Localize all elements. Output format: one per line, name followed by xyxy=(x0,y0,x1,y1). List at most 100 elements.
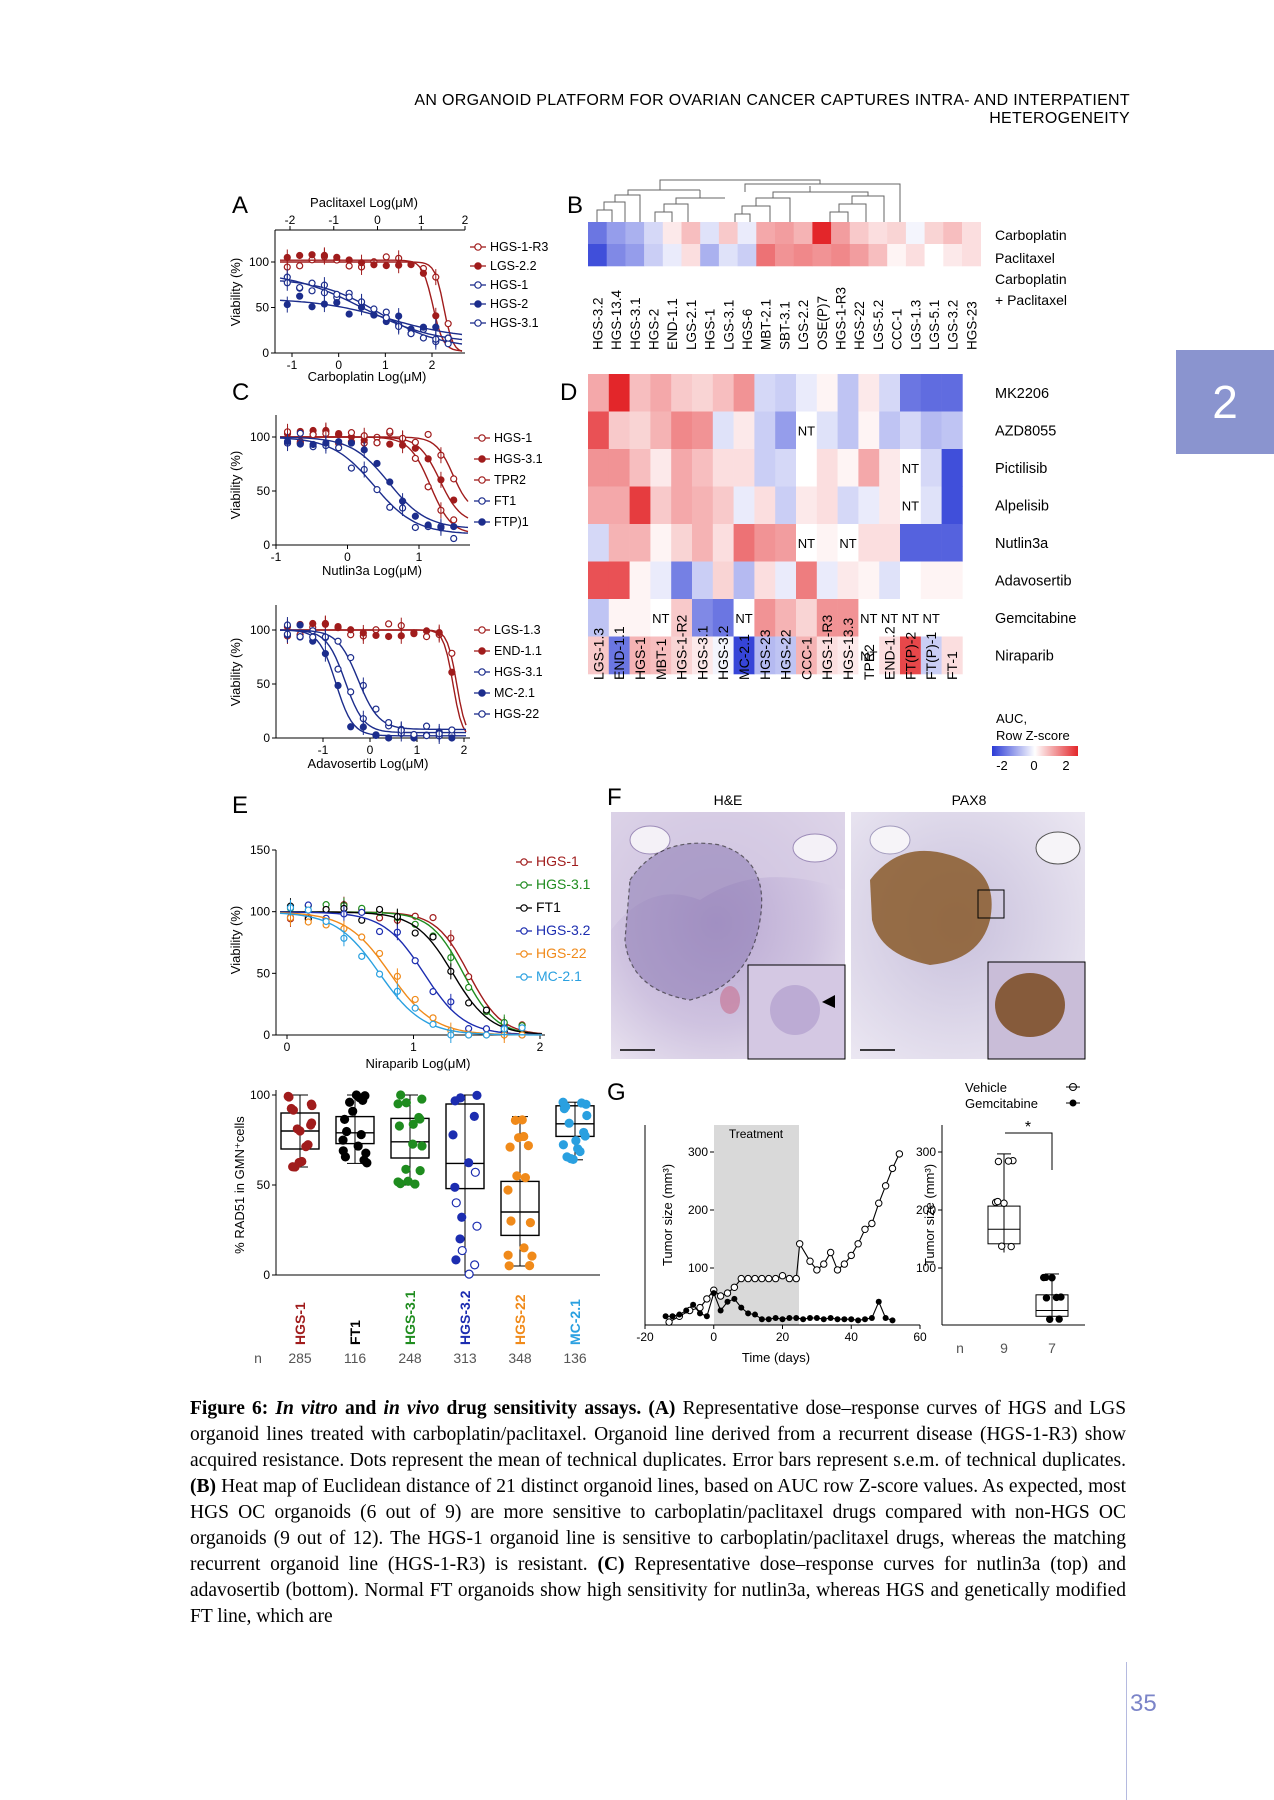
x-tick-label: 1 xyxy=(418,213,425,227)
d-col-label: HGS-13.3 xyxy=(840,618,856,680)
heatmap-cell xyxy=(692,374,714,412)
gemcitabine-point xyxy=(841,1316,848,1323)
heatmap-cell xyxy=(920,449,942,487)
data-point xyxy=(334,637,342,645)
box-point xyxy=(559,1103,569,1114)
e-y-ticks: 0 50 100 150 xyxy=(250,843,276,1042)
d-col-label: CCC-1 xyxy=(798,637,814,680)
heatmap-cell xyxy=(733,449,755,487)
panel-letter-g: G xyxy=(607,1079,626,1106)
b-col-label: HGS-13.4 xyxy=(609,289,624,350)
vehicle-point xyxy=(765,1274,773,1283)
legend-marker xyxy=(478,668,486,676)
heatmap-cell xyxy=(733,411,755,450)
legend-label: HGS-1-R3 xyxy=(490,240,548,254)
x-tick-label: 0 xyxy=(710,1330,717,1344)
box-point xyxy=(514,1133,524,1143)
x-tick-label: -1 xyxy=(271,550,282,564)
heatmap-cell xyxy=(962,222,981,245)
nt-label: NT xyxy=(902,611,919,626)
heatmap-cell xyxy=(775,636,797,675)
b-row-label: Carboplatin xyxy=(995,227,1067,243)
nt-label: NT xyxy=(735,611,752,626)
b-col-label: LGS-3.1 xyxy=(721,300,736,350)
heatmap-cell xyxy=(796,561,818,600)
data-point xyxy=(296,251,304,260)
box-point xyxy=(464,1158,474,1168)
b-col-label: MBT-2.1 xyxy=(759,299,774,350)
caption-title-rest: drug sensitivity assays. xyxy=(446,1398,642,1419)
gbox-y-label: Tumor size (mm³) xyxy=(922,1164,937,1266)
gemcitabine-point xyxy=(745,1310,752,1317)
d-col-label: FT(P)-2 xyxy=(902,632,918,680)
data-point xyxy=(411,444,419,452)
heatmap-cell xyxy=(816,486,838,525)
data-point xyxy=(411,512,419,520)
data-point xyxy=(375,970,384,978)
d-col-label: TPR2 xyxy=(861,644,877,680)
legend-marker xyxy=(474,319,482,327)
heatmap-cell xyxy=(671,561,693,600)
data-point xyxy=(309,431,317,439)
box-point xyxy=(290,1162,300,1172)
box-point xyxy=(410,1179,420,1189)
heatmap-cell xyxy=(650,449,672,487)
data-point xyxy=(411,523,419,532)
heatmap-cell xyxy=(662,244,682,267)
box-point xyxy=(503,1185,513,1195)
heatmap-cell xyxy=(737,244,757,267)
gemcitabine-point xyxy=(697,1310,703,1317)
heatmap-cell xyxy=(849,222,869,245)
b-col-label: CCC-1 xyxy=(890,309,905,350)
data-point xyxy=(347,654,355,662)
legend-marker xyxy=(478,647,486,655)
data-point xyxy=(385,632,393,641)
legend-label: MC-2.1 xyxy=(494,686,535,700)
legend-marker xyxy=(520,904,528,912)
heatmap-cell xyxy=(943,222,963,245)
heatmap-cell xyxy=(650,411,672,450)
pax8-stained-region xyxy=(870,850,992,965)
heatmap-cell xyxy=(671,374,693,412)
d-row-label: MK2206 xyxy=(995,386,1049,402)
b-column-labels: HGS-3.2 HGS-13.4 HGS-3.1 HGS-2 END-1.1 LGS-2.… xyxy=(590,287,979,350)
data-point xyxy=(345,262,353,270)
heatmap-cell xyxy=(941,599,963,637)
data-point xyxy=(450,516,458,524)
n-value: 7 xyxy=(1048,1340,1056,1356)
heatmap-cell xyxy=(606,244,626,267)
data-point xyxy=(411,929,419,937)
data-point xyxy=(375,927,384,936)
caption-part-c-letter: (C) xyxy=(597,1554,625,1575)
b-col-label: HGS-3.2 xyxy=(590,297,605,350)
box-category-label: HGS-22 xyxy=(512,1294,528,1345)
treatment-label: Treatment xyxy=(729,1127,784,1141)
box-category-label: HGS-1 xyxy=(292,1302,308,1345)
heatmap-cell xyxy=(868,222,888,245)
data-point xyxy=(385,734,393,742)
b-row-label: Paclitaxel xyxy=(995,250,1055,266)
fit-curve xyxy=(280,629,467,733)
data-point xyxy=(308,287,316,295)
heatmap-cell xyxy=(662,222,682,245)
running-header: AN ORGANOID PLATFORM FOR OVARIAN CANCER … xyxy=(414,92,1130,127)
vehicle-point xyxy=(868,1219,876,1228)
heatmap-cell xyxy=(887,222,907,245)
y-tick-label: 300 xyxy=(916,1145,936,1159)
gemcitabine-point xyxy=(724,1298,731,1305)
d-row-label: Pictilisib xyxy=(995,461,1047,477)
heatmap-cell xyxy=(900,599,922,637)
heatmap-cell xyxy=(737,222,757,245)
panel-g-timecourse: Treatment 100 200 300 -20 0 20 40 60 Tumor siz… xyxy=(636,1125,927,1365)
heatmap-cell xyxy=(962,244,981,267)
heatmap-cell xyxy=(588,244,607,267)
d-col-label: HGS-3.1 xyxy=(694,625,710,680)
heatmap-cell xyxy=(941,449,963,487)
heatmap-cell xyxy=(629,561,651,600)
data-point xyxy=(448,649,456,657)
b-row-label: + Paclitaxel xyxy=(995,292,1067,308)
heatmap-cell xyxy=(718,222,738,245)
legend-label: LGS-2.2 xyxy=(490,259,537,273)
heatmap-cell xyxy=(879,411,901,450)
arrowhead-icon xyxy=(822,995,835,1008)
